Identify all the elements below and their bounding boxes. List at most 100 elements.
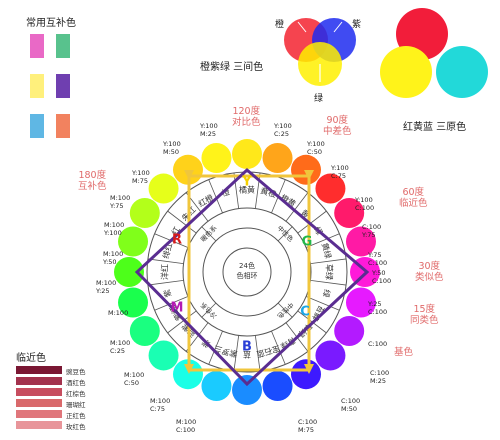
adjacent-title: 临近色 — [16, 353, 46, 364]
primary-letter: B — [242, 340, 252, 355]
cmy-value-label: Y:50 C:100 — [372, 269, 392, 285]
complementary-swatch — [56, 34, 70, 58]
quadrant-divider — [277, 226, 293, 242]
hue-circle — [148, 340, 179, 371]
angle-label-90: 90度 中差色 — [323, 115, 352, 137]
cmy-value-label: M:100 C:50 — [124, 371, 145, 387]
square-corner-arrow — [304, 170, 314, 180]
quadrant-divider — [201, 226, 217, 242]
cmy-value-label: C:100 M:25 — [370, 369, 390, 385]
ring-spoke — [233, 335, 240, 372]
adjacent-color-label: 红棕色 — [66, 390, 86, 398]
adjacent-color-bar — [16, 366, 62, 374]
adjacent-color-label: 珊瑚红 — [66, 401, 86, 409]
cmy-value-label: M:100 Y:100 — [104, 221, 125, 237]
middle-ring — [182, 207, 312, 337]
cmy-value-label: C:100 M:75 — [298, 418, 318, 434]
ring-spoke — [310, 279, 347, 286]
angle-label-15: 15度 同类色 — [410, 304, 439, 326]
secondary-colors-title: 橙紫绿 三间色 — [200, 62, 264, 73]
hue-circle — [345, 287, 376, 318]
quadrant-divider — [201, 302, 217, 318]
cmy-value-label: Y:100 C:100 — [355, 196, 375, 212]
cmy-value-label: M:100 Y:75 — [110, 194, 131, 210]
hue-circle — [201, 370, 232, 401]
wheel-center-text: 色相环 — [237, 271, 258, 280]
ring-spoke — [297, 210, 327, 234]
primary-cyan-circle — [436, 46, 488, 98]
adjacent-color-label: 正红色 — [66, 412, 86, 420]
ring-spoke — [208, 179, 223, 214]
hue-circle — [118, 226, 149, 257]
hue-circle — [201, 143, 232, 174]
ring-spoke — [167, 310, 197, 334]
adjacent-color-bar — [16, 410, 62, 418]
square-corner-arrow — [184, 364, 194, 374]
hue-circle — [334, 316, 365, 346]
hue-name-label: 黄橙 — [259, 185, 277, 199]
cmy-value-label: Y:100 C:50 — [307, 140, 325, 156]
hue-circle — [173, 359, 203, 390]
adjacent-color-bar — [16, 421, 62, 429]
hue-name-label: 绿 — [321, 288, 332, 298]
cmy-value-label: Y:100 C:25 — [274, 122, 292, 138]
cmy-value-label: Y:100 M:75 — [132, 169, 150, 185]
hue-name-label: 橙 — [220, 186, 230, 198]
label-purple: 紫 — [352, 20, 362, 30]
hue-circle — [262, 143, 293, 174]
adjacent-color-bar — [16, 399, 62, 407]
hue-name-label: 黄绿 — [320, 242, 334, 260]
center-circle — [222, 247, 272, 297]
angle-label-120: 120度 对比色 — [232, 106, 261, 128]
square-90-degree — [187, 174, 311, 372]
cmy-value-label: C:100 — [368, 340, 388, 348]
hue-circle — [129, 198, 160, 228]
cmy-value-label: M:100 C:75 — [150, 397, 171, 413]
primary-letter: C — [300, 305, 310, 320]
cmy-value-label: M:100 C:25 — [110, 339, 131, 355]
hue-name-label: 蓝 — [243, 350, 251, 360]
diamond-180-degree — [134, 167, 370, 387]
square-corner-arrow — [304, 364, 314, 374]
complementary-swatch — [30, 74, 44, 98]
label-green: 绿 — [314, 94, 324, 104]
hue-name-label: 紫 — [162, 288, 173, 298]
cmy-value-label: Y:100 C:75 — [331, 164, 349, 180]
ring-spoke — [208, 330, 223, 365]
cmy-value-label: C:100 Y:75 — [362, 223, 382, 239]
wheel-center-text: 24色 — [239, 261, 255, 270]
hue-circle — [232, 139, 262, 169]
secondary-colors-venn — [284, 18, 356, 86]
cmy-value-label: C:100 M:50 — [341, 397, 361, 413]
ring-spoke — [305, 233, 340, 248]
adjacent-color-bar — [16, 377, 62, 385]
hue-circle — [315, 340, 346, 371]
hue-circle — [334, 198, 365, 228]
inner-ring — [202, 227, 292, 317]
primary-letter: G — [302, 235, 313, 250]
adjacent-color-label: 豌豆色 — [66, 368, 86, 376]
adjacent-color-bar — [16, 388, 62, 396]
hue-circle — [291, 154, 321, 185]
ring-spoke — [254, 335, 261, 372]
primary-yellow-circle — [380, 46, 432, 98]
primary-letter: Y — [241, 175, 252, 190]
cmy-value-label: M:100 Y:25 — [96, 279, 117, 295]
ring-spoke — [147, 258, 184, 265]
cmy-value-label: M:100 — [108, 309, 129, 317]
hue-name-label: 草绿 — [325, 264, 335, 280]
primary-colors — [380, 8, 488, 98]
hue-circle — [232, 375, 262, 405]
cmy-value-label: Y:100 M:50 — [163, 140, 181, 156]
complementary-swatch — [56, 74, 70, 98]
adjacent-color-label: 酒红色 — [66, 379, 86, 387]
complementary-swatch — [30, 114, 44, 138]
hue-circle — [345, 226, 376, 257]
cmy-value-label: Y:100 M:25 — [200, 122, 218, 138]
hue-circle — [118, 287, 149, 318]
hue-circle — [262, 370, 293, 401]
hue-name-label: 洋红 — [160, 264, 170, 280]
primary-letter: M — [171, 301, 184, 316]
cmy-value-label: Y:25 C:100 — [368, 300, 388, 316]
